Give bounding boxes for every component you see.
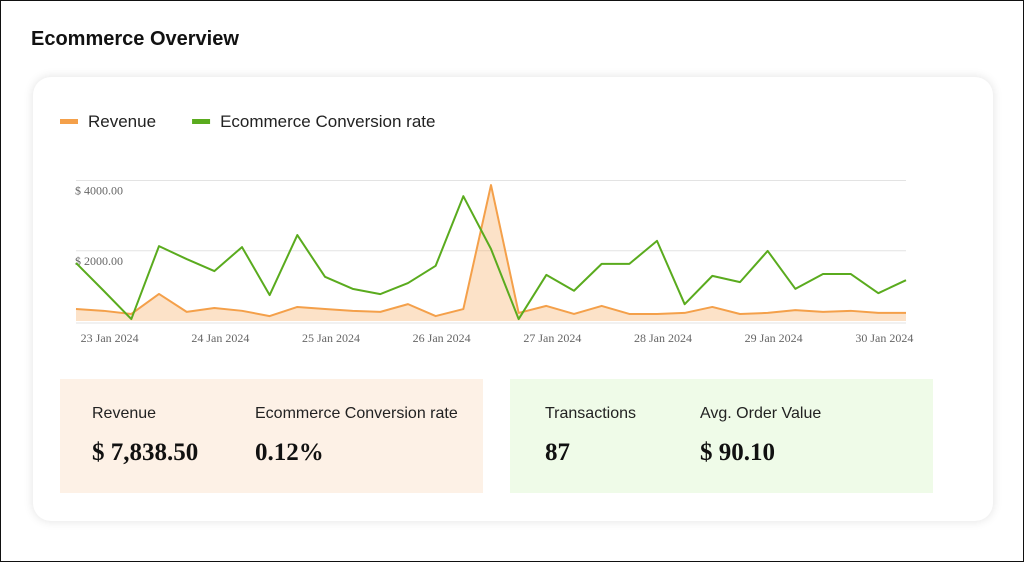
y-tick-label: $ 4000.00 (75, 184, 123, 198)
kpi-panel: Transactions 87 Avg. Order Value $ 90.10 (510, 379, 933, 493)
x-tick-label: 25 Jan 2024 (302, 331, 360, 345)
kpi-value: $ 7,838.50 (92, 439, 199, 466)
x-tick-label: 24 Jan 2024 (191, 331, 249, 345)
kpi-label: Revenue (92, 405, 157, 422)
legend-label: Ecommerce Conversion rate (220, 112, 435, 131)
legend-label: Revenue (88, 112, 156, 131)
x-tick-label: 26 Jan 2024 (413, 331, 471, 345)
x-tick-label: 27 Jan 2024 (523, 331, 581, 345)
chart: Revenue Ecommerce Conversion rate $ 2000.0… (60, 112, 913, 345)
kpi-label: Transactions (545, 405, 636, 422)
x-tick-label: 29 Jan 2024 (745, 331, 803, 345)
series-line (75, 184, 906, 318)
page-title: Ecommerce Overview (31, 28, 239, 50)
x-tick-label: 28 Jan 2024 (634, 331, 692, 345)
kpi-label: Ecommerce Conversion rate (255, 405, 458, 422)
series-area (76, 185, 906, 321)
x-tick-label: 23 Jan 2024 (81, 331, 139, 345)
kpi-panel: Revenue $ 7,838.50 Ecommerce Conversion … (60, 379, 483, 493)
y-tick-label: $ 2000.00 (75, 254, 123, 268)
series-line (75, 195, 907, 321)
legend-swatch (60, 119, 78, 124)
kpi-value: 0.12% (255, 439, 324, 466)
kpi-value: 87 (545, 439, 570, 466)
kpi-label: Avg. Order Value (700, 405, 822, 422)
x-tick-label: 30 Jan 2024 (855, 331, 913, 345)
kpi-value: $ 90.10 (700, 439, 775, 466)
legend-swatch (192, 119, 211, 124)
